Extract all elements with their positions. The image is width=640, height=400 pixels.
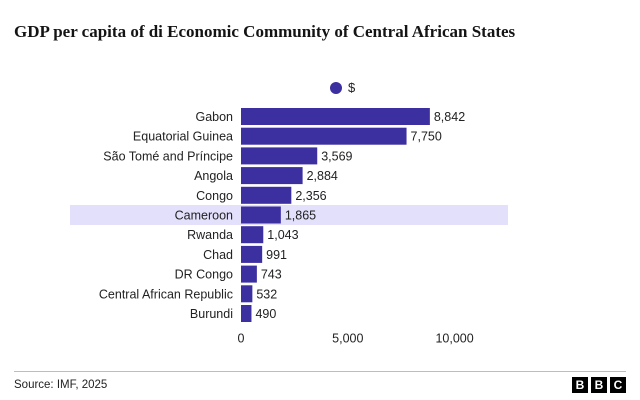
- bar: [241, 305, 252, 322]
- legend-swatch: [330, 81, 342, 94]
- category-label: Central African Republic: [99, 287, 233, 301]
- bar: [241, 206, 281, 224]
- bar: [241, 108, 430, 125]
- bar-chart: Gabon 8,842 Equatorial Guinea 7,750 São Tomé…: [70, 108, 508, 346]
- bbc-logo-letter-3: C: [610, 377, 626, 393]
- value-label: 7,750: [411, 130, 442, 144]
- bar: [241, 147, 318, 165]
- category-label: Gabon: [195, 110, 233, 124]
- value-label: 1,043: [267, 228, 298, 242]
- bbc-logo-letter-2: B: [591, 377, 607, 393]
- value-label: 8,842: [434, 110, 465, 124]
- bbc-logo-letter-1: B: [572, 377, 588, 393]
- value-label: 1,865: [285, 209, 316, 223]
- chart-title: GDP per capita of di Economic Community …: [14, 22, 516, 41]
- bar: [241, 265, 257, 283]
- value-label: 743: [261, 268, 282, 282]
- legend: $: [330, 80, 355, 95]
- x-tick-label: 5,000: [332, 332, 363, 346]
- bar: [241, 245, 263, 263]
- value-label: 532: [256, 287, 277, 301]
- value-label: 490: [255, 307, 276, 321]
- category-label: Congo: [196, 189, 233, 203]
- legend-label: $: [348, 80, 356, 95]
- category-label: Burundi: [190, 307, 233, 321]
- bar: [241, 285, 253, 303]
- bar: [241, 186, 292, 204]
- category-label: Equatorial Guinea: [133, 130, 233, 144]
- value-label: 3,569: [321, 149, 352, 163]
- bar: [241, 127, 407, 145]
- bbc-logo: B B C: [572, 377, 626, 393]
- category-label: DR Congo: [175, 268, 233, 282]
- value-label: 2,356: [295, 189, 326, 203]
- highlight-band: [70, 205, 508, 225]
- source-note: Source: IMF, 2025: [14, 379, 108, 391]
- category-label: Chad: [203, 248, 233, 262]
- x-tick-label: 10,000: [435, 332, 473, 346]
- category-label: Angola: [194, 169, 233, 183]
- category-label: Cameroon: [175, 209, 233, 223]
- x-tick-label: 0: [238, 332, 245, 346]
- value-label: 991: [266, 248, 287, 262]
- category-label: São Tomé and Príncipe: [103, 149, 233, 163]
- value-label: 2,884: [307, 169, 338, 183]
- category-label: Rwanda: [187, 228, 233, 242]
- bar: [241, 167, 303, 185]
- footer-divider: [14, 371, 626, 372]
- bar: [241, 226, 264, 244]
